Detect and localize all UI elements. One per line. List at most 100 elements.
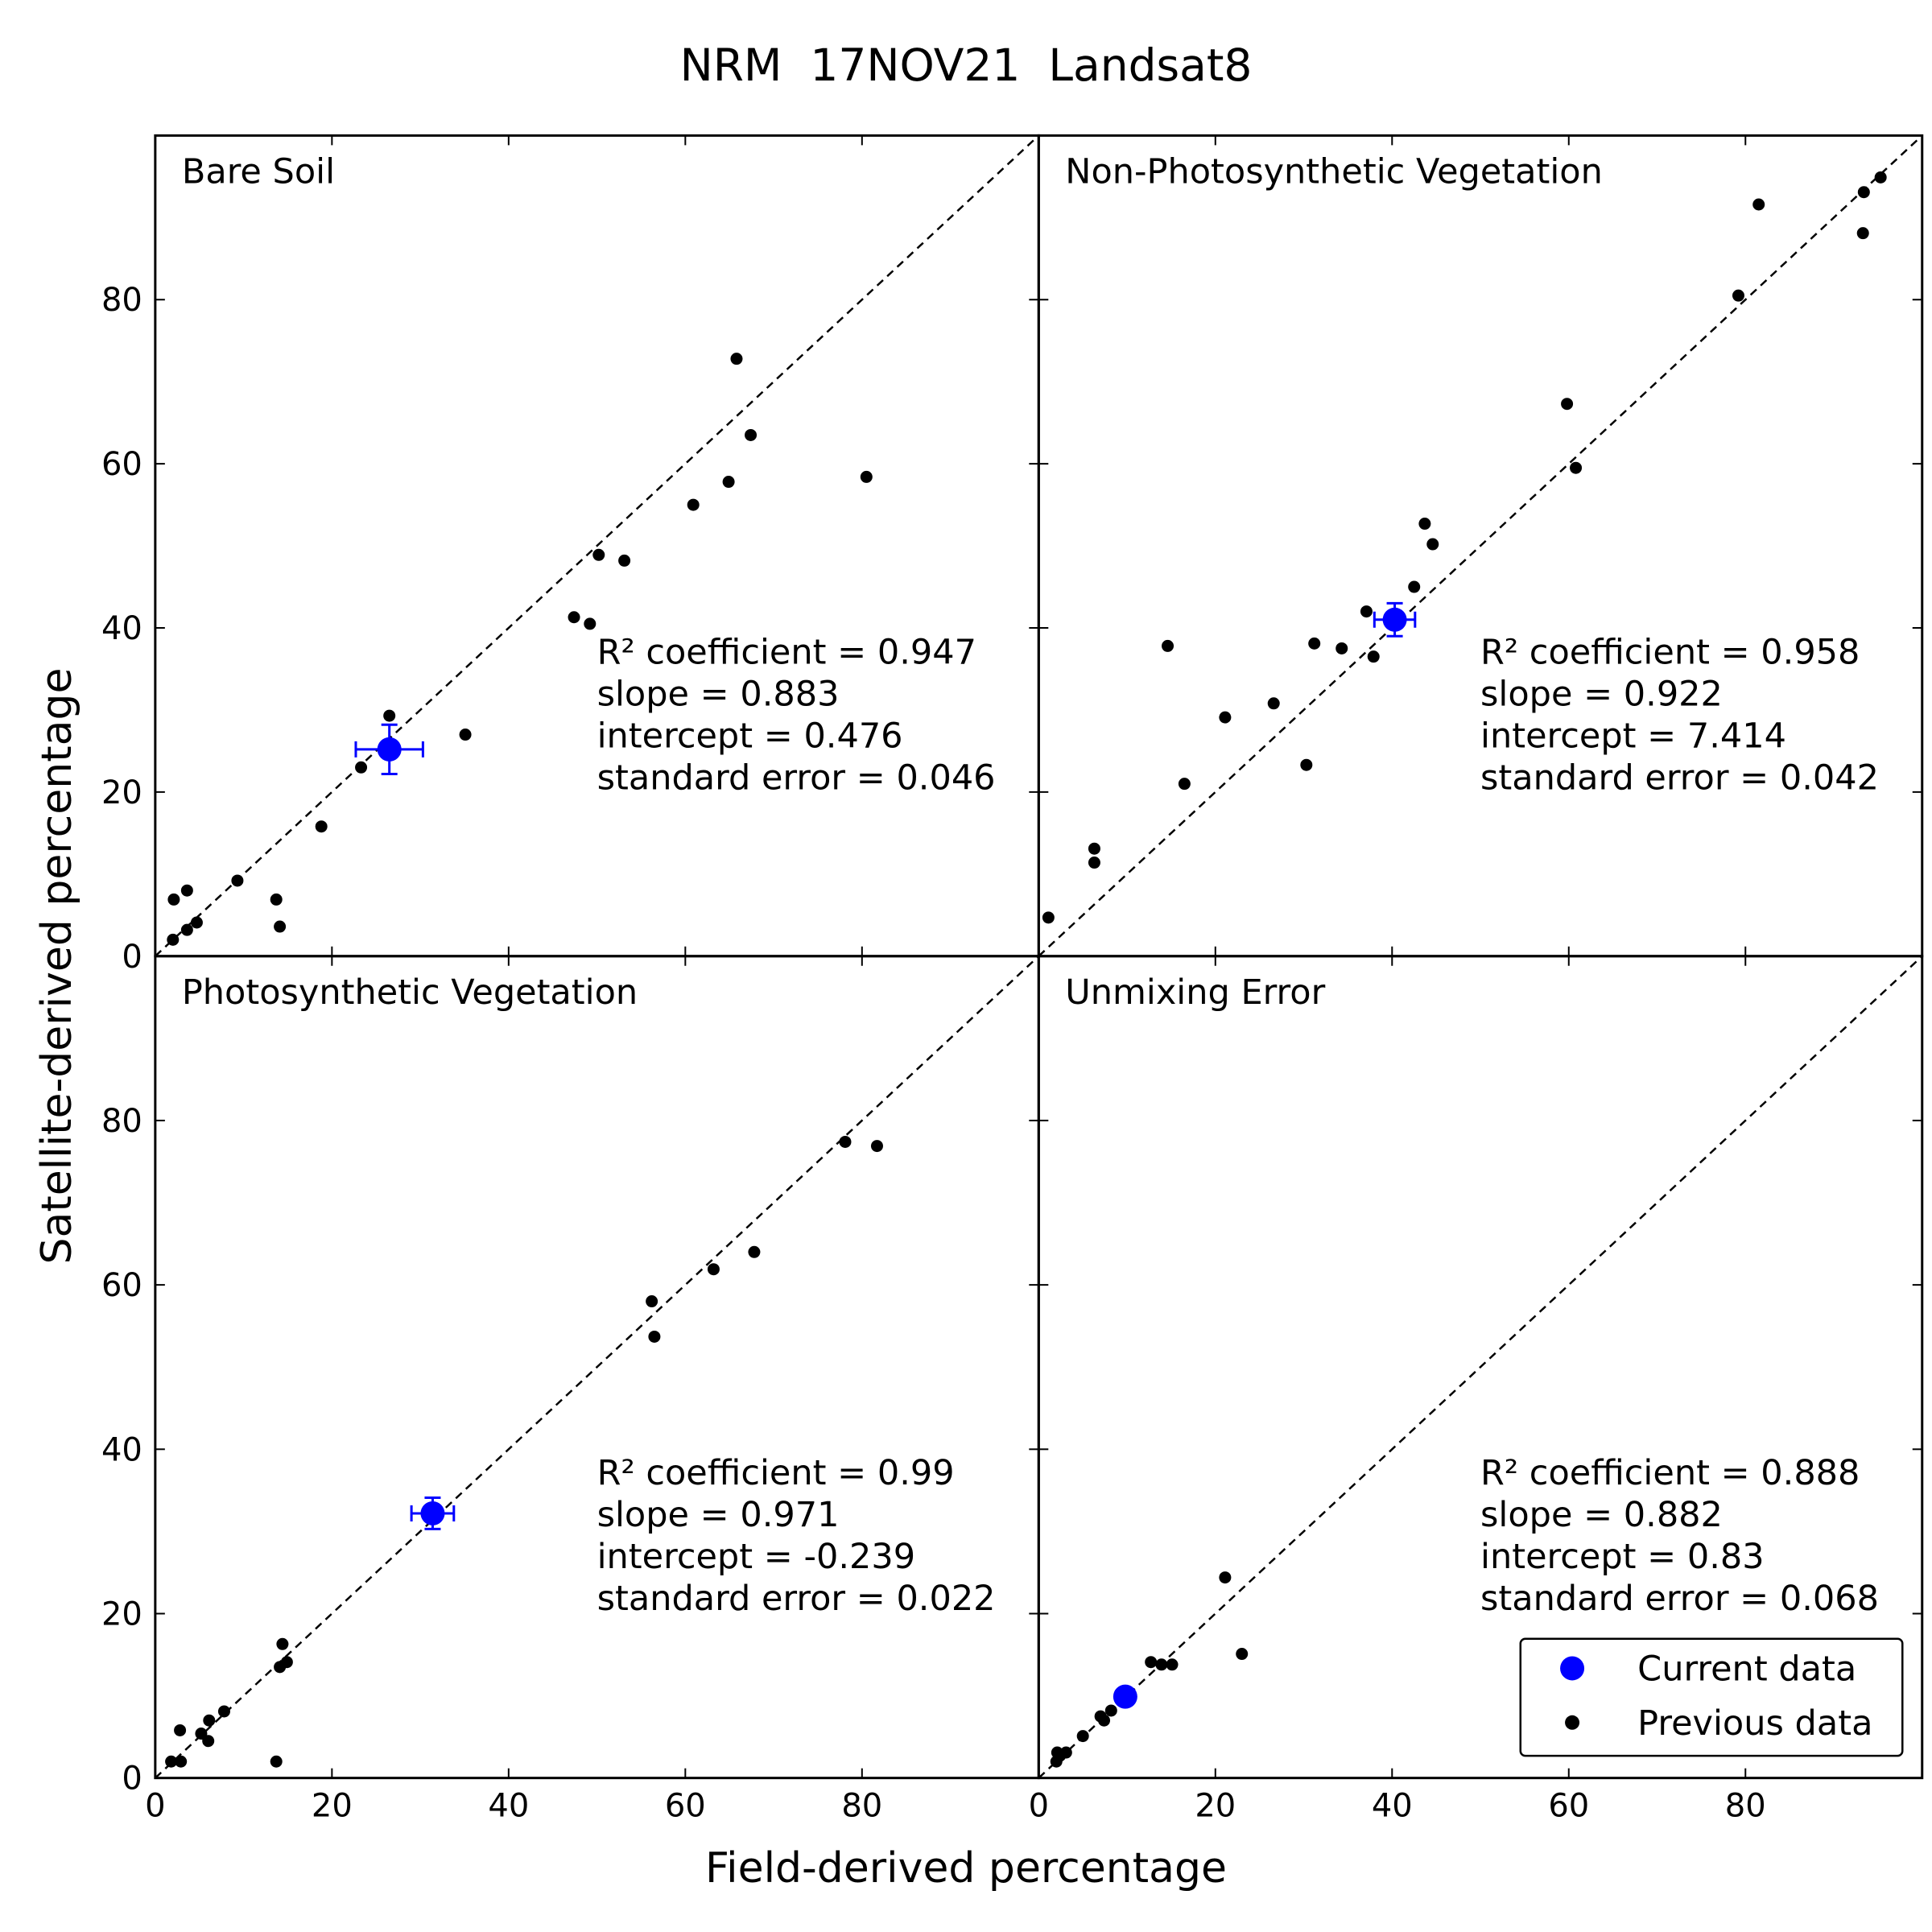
y-tick-label: 0: [122, 1761, 142, 1798]
previous-point: [584, 617, 597, 630]
previous-point: [839, 1135, 852, 1148]
previous-point: [180, 884, 193, 897]
y-tick-label: 60: [101, 446, 142, 483]
panel-title: Non-Photosynthetic Vegetation: [1065, 151, 1603, 192]
previous-point: [568, 611, 580, 624]
previous-point: [730, 353, 743, 365]
panel-frame: [1037, 955, 1924, 1780]
x-tick-label: 40: [488, 1788, 529, 1825]
y-tick-label: 80: [101, 282, 142, 319]
previous-point: [1145, 1656, 1158, 1669]
previous-point: [1408, 580, 1421, 593]
previous-point: [1178, 778, 1191, 791]
previous-point: [1360, 605, 1373, 618]
stats-annotation: R² coefficient = 0.99: [597, 1453, 955, 1493]
previous-point: [1219, 711, 1232, 724]
x-tick-label: 40: [1372, 1788, 1413, 1825]
x-tick-label: 60: [665, 1788, 706, 1825]
previous-point: [1570, 461, 1583, 474]
previous-point: [1308, 637, 1321, 650]
previous-point: [1874, 171, 1887, 184]
stats-annotation: intercept = 0.476: [597, 716, 903, 756]
previous-point: [165, 1755, 178, 1768]
previous-point: [355, 761, 368, 774]
previous-point: [1088, 842, 1100, 855]
stats-annotation: standard error = 0.042: [1480, 758, 1879, 798]
previous-point: [1752, 198, 1765, 211]
x-tick-label: 0: [145, 1788, 165, 1825]
reference-line: [155, 134, 1040, 957]
reference-line: [155, 955, 1040, 1779]
stats-annotation: slope = 0.971: [597, 1495, 840, 1535]
x-tick-label: 20: [312, 1788, 353, 1825]
y-tick-label: 20: [101, 774, 142, 811]
figure-title: NRM 17NOV21 Landsat8: [680, 39, 1253, 91]
current-point: [377, 737, 402, 762]
previous-point: [1732, 289, 1744, 302]
previous-point: [860, 470, 873, 483]
previous-point: [1418, 518, 1431, 530]
panel-title: Unmixing Error: [1065, 972, 1325, 1013]
panel-title: Photosynthetic Vegetation: [182, 972, 638, 1013]
previous-point: [1098, 1714, 1111, 1727]
x-tick-label: 20: [1195, 1788, 1236, 1825]
previous-point: [190, 916, 203, 929]
previous-point: [270, 1755, 283, 1768]
previous-point: [459, 729, 472, 741]
previous-point: [1236, 1648, 1249, 1661]
previous-point: [618, 554, 631, 567]
stats-annotation: R² coefficient = 0.958: [1480, 632, 1860, 672]
previous-point: [202, 1735, 215, 1748]
y-tick-label: 20: [101, 1596, 142, 1633]
previous-point: [167, 933, 180, 946]
previous-point: [383, 709, 396, 722]
previous-point: [1162, 639, 1174, 652]
stats-annotation: slope = 0.883: [597, 674, 840, 714]
y-tick-label: 80: [101, 1103, 142, 1140]
stats-annotation: R² coefficient = 0.888: [1480, 1453, 1860, 1493]
y-tick-label: 60: [101, 1267, 142, 1304]
y-tick-label: 40: [101, 610, 142, 647]
x-tick-label: 80: [1725, 1788, 1766, 1825]
stats-annotation: standard error = 0.046: [597, 758, 996, 798]
previous-point: [231, 874, 244, 887]
reference-line: [1038, 134, 1923, 957]
previous-point: [870, 1140, 883, 1153]
previous-point: [1335, 642, 1348, 654]
previous-point: [648, 1330, 661, 1343]
previous-point: [175, 1755, 188, 1768]
previous-point: [1561, 398, 1574, 411]
previous-point: [1300, 758, 1313, 771]
previous-point: [748, 1245, 761, 1258]
previous-point: [722, 476, 735, 489]
previous-point: [217, 1705, 230, 1718]
previous-point: [1166, 1658, 1179, 1671]
previous-point: [167, 893, 180, 906]
current-point: [1382, 607, 1407, 632]
previous-point: [276, 1637, 289, 1650]
stats-annotation: intercept = 0.83: [1480, 1537, 1765, 1577]
previous-point: [1856, 227, 1869, 240]
previous-point: [270, 893, 283, 906]
stats-annotation: intercept = -0.239: [597, 1537, 915, 1577]
previous-point: [687, 498, 700, 511]
panel-title: Bare Soil: [182, 151, 335, 192]
legend-marker: [1565, 1715, 1580, 1730]
previous-point: [203, 1714, 216, 1727]
previous-point: [1042, 911, 1055, 924]
previous-point: [1267, 697, 1280, 710]
x-tick-label: 60: [1548, 1788, 1589, 1825]
previous-point: [707, 1263, 720, 1276]
stats-annotation: standard error = 0.022: [597, 1579, 996, 1619]
previous-point: [1076, 1730, 1089, 1743]
legend-marker: [1560, 1656, 1585, 1681]
stats-annotation: intercept = 7.414: [1480, 716, 1786, 756]
y-tick-label: 40: [101, 1431, 142, 1468]
legend-box: [1519, 1637, 1904, 1757]
previous-point: [1367, 650, 1380, 663]
y-tick-label: 0: [122, 939, 142, 976]
previous-point: [174, 1724, 187, 1736]
previous-point: [1426, 538, 1439, 551]
previous-point: [592, 548, 605, 561]
